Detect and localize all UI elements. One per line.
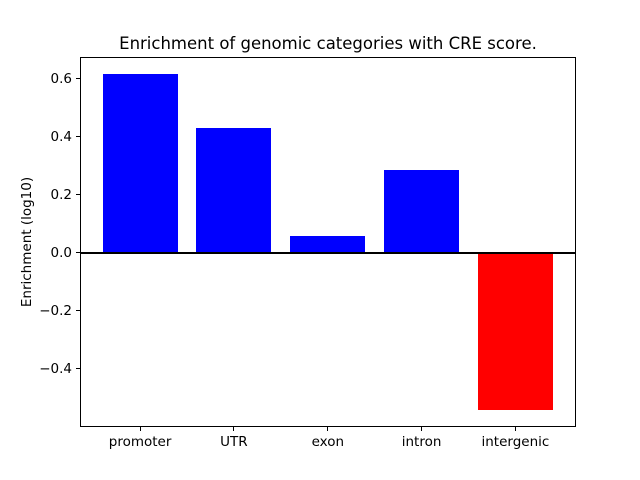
- x-tick-mark: [327, 427, 329, 432]
- x-tick-label: intron: [401, 433, 442, 450]
- y-tick-mark: [75, 368, 80, 370]
- bar-UTR: [196, 128, 272, 253]
- y-tick-mark: [75, 310, 80, 312]
- bar-intergenic: [477, 252, 553, 411]
- y-tick-mark: [75, 136, 80, 138]
- y-tick-label: 0.2: [50, 186, 72, 203]
- x-tick-mark: [514, 427, 516, 432]
- y-tick-label: 0.4: [50, 128, 72, 145]
- bar-intron: [384, 169, 460, 253]
- x-tick-mark: [233, 427, 235, 432]
- zero-baseline: [80, 251, 576, 254]
- x-tick-mark: [421, 427, 423, 432]
- y-tick-label: −0.4: [39, 360, 72, 377]
- x-tick-label: exon: [311, 433, 345, 450]
- x-tick-mark: [139, 427, 141, 432]
- y-tick-mark: [75, 78, 80, 80]
- y-tick-mark: [75, 252, 80, 254]
- bar-promoter: [102, 74, 178, 253]
- y-tick-label: −0.2: [39, 302, 72, 319]
- y-tick-label: 0.6: [50, 70, 72, 87]
- bar-exon: [290, 236, 366, 253]
- x-tick-label: promoter: [108, 433, 172, 450]
- x-tick-label: intergenic: [481, 433, 550, 450]
- y-tick-mark: [75, 194, 80, 196]
- chart-title: Enrichment of genomic categories with CR…: [119, 34, 537, 53]
- x-tick-label: UTR: [220, 433, 248, 450]
- y-tick-label: 0.0: [50, 244, 72, 261]
